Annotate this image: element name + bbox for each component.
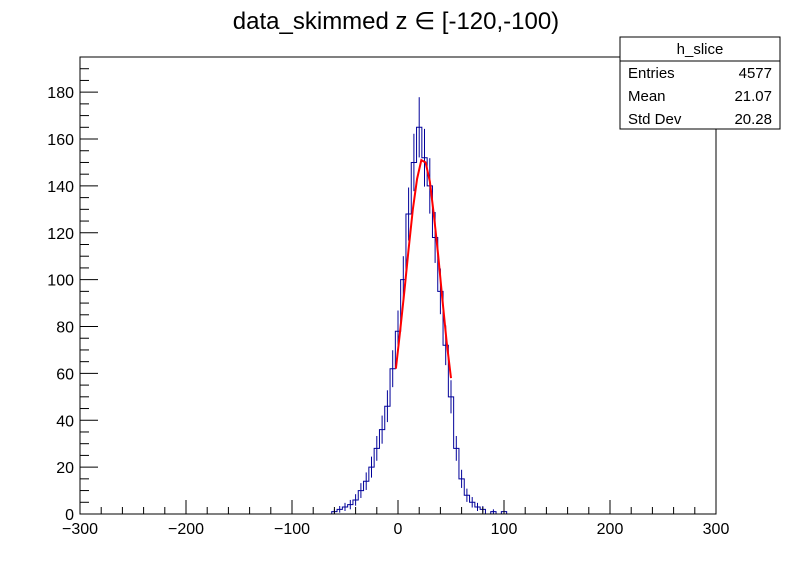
x-tick-label: 200	[597, 521, 624, 538]
y-tick-label: 0	[65, 507, 74, 524]
y-axis: 0 20 40 60 80 100 120 140 160 180	[47, 56, 98, 524]
x-tick-label: 100	[491, 521, 518, 538]
x-tick-label: −300	[62, 521, 98, 538]
stats-entries-label: Entries	[628, 65, 675, 82]
chart-title: data_skimmed z ∈ [-120,-100)	[233, 8, 559, 35]
y-tick-label: 160	[47, 132, 74, 149]
x-tick-label: −100	[274, 521, 310, 538]
y-tick-label: 80	[56, 320, 74, 337]
stats-stddev-label: Std Dev	[628, 111, 682, 128]
stats-box-title: h_slice	[677, 41, 724, 58]
stats-entries-value: 4577	[739, 65, 772, 82]
y-tick-label: 20	[56, 460, 74, 477]
y-tick-label: 180	[47, 85, 74, 102]
stats-box-frame	[619, 36, 781, 130]
y-tick-label: 40	[56, 413, 74, 430]
plot-area	[80, 97, 716, 515]
x-tick-label: 0	[394, 521, 403, 538]
y-tick-label: 140	[47, 179, 74, 196]
y-tick-label: 100	[47, 273, 74, 290]
x-axis: −300 −200 −100 0 100 200 300	[62, 500, 729, 538]
stats-box: h_slice Entries 4577 Mean 21.07 Std Dev …	[619, 36, 781, 130]
stats-stddev-value: 20.28	[734, 111, 772, 128]
fit-curve	[394, 158, 452, 379]
stats-mean-value: 21.07	[734, 88, 772, 105]
x-tick-label: 300	[703, 521, 730, 538]
x-tick-label: −200	[168, 521, 204, 538]
stats-mean-label: Mean	[628, 88, 666, 105]
y-tick-label: 120	[47, 226, 74, 243]
y-tick-label: 60	[56, 366, 74, 383]
